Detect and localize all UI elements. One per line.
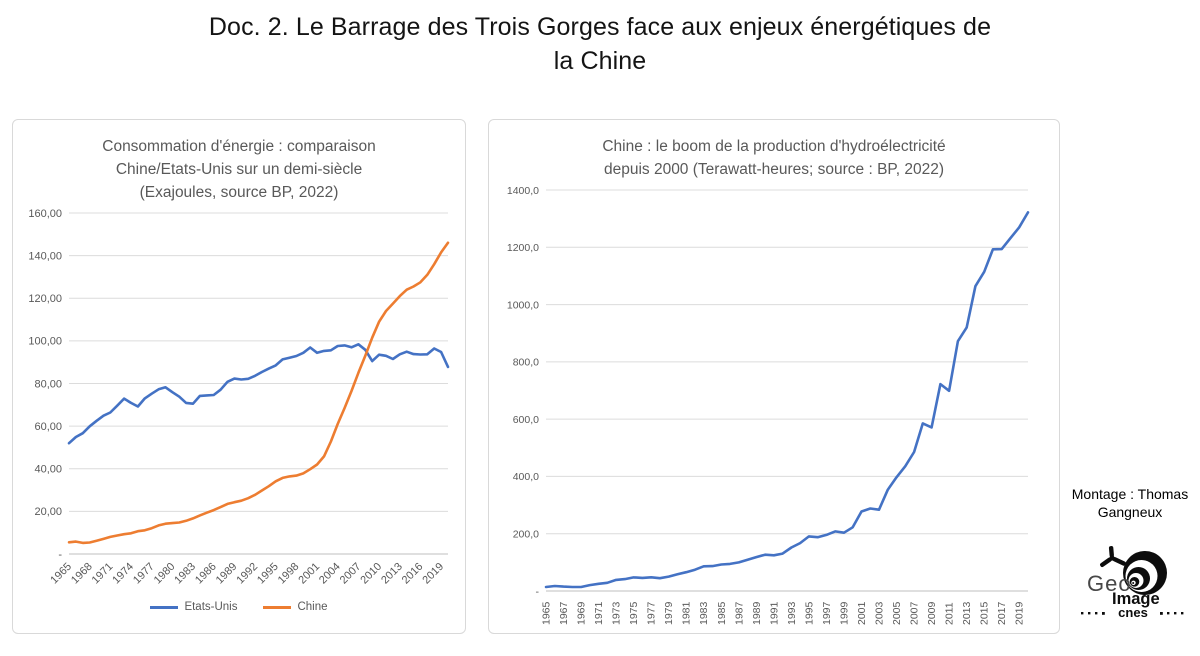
y-tick-label: 100,00 xyxy=(28,336,62,348)
x-tick-label: 2007 xyxy=(909,601,921,625)
x-tick-label: 2011 xyxy=(944,602,956,625)
x-tick-label: 2015 xyxy=(979,601,991,625)
x-tick-label: 2013 xyxy=(379,561,405,587)
x-tick-label: 2017 xyxy=(996,601,1008,625)
x-tick-label: 2005 xyxy=(891,601,903,625)
energy-chart-title: Consommation d'énergie : comparaison Chi… xyxy=(13,135,465,204)
energy-chart-title-line-2: Chine/Etats-Unis sur un demi-siècle xyxy=(115,161,363,178)
x-tick-label: 1985 xyxy=(716,601,728,625)
legend-item-etats-unis: Etats-Unis xyxy=(150,601,237,613)
page-title-line-1: Doc. 2. Le Barrage des Trois Gorges face… xyxy=(208,13,992,41)
satellite-icon xyxy=(1100,546,1126,568)
y-tick-label: 1200,0 xyxy=(507,242,539,254)
x-tick-label: 2001 xyxy=(856,601,868,625)
x-tick-label: 2010 xyxy=(358,561,384,587)
y-tick-label: 20,00 xyxy=(34,506,62,518)
x-tick-label: 1991 xyxy=(768,601,780,625)
logo-geo-text: Geo xyxy=(1087,571,1132,596)
y-tick-label: 120,00 xyxy=(28,293,62,305)
x-tick-label: 1977 xyxy=(131,561,157,587)
x-tick-label: 1986 xyxy=(193,561,219,587)
chine-line-swatch xyxy=(263,605,292,609)
energy-comparison-chart-panel: Consommation d'énergie : comparaison Chi… xyxy=(12,119,466,634)
x-tick-label: 1971 xyxy=(593,601,605,625)
x-tick-label: 1975 xyxy=(628,601,640,625)
logo-cnes-text: cnes xyxy=(1118,605,1148,620)
x-tick-label: 1980 xyxy=(152,561,178,587)
geoimage-cnes-logo: Geo Image cnes xyxy=(1081,546,1184,620)
hydro-production-chart-panel: Chine : le boom de la production d'hydro… xyxy=(488,119,1060,634)
y-tick-label: 60,00 xyxy=(34,421,62,433)
x-tick-label: 1967 xyxy=(558,601,570,625)
x-tick-label: 1965 xyxy=(48,561,74,587)
x-tick-label: 2001 xyxy=(296,561,322,587)
x-tick-label: 2009 xyxy=(926,601,938,625)
x-tick-label: 1998 xyxy=(276,561,302,587)
x-tick-label: 2003 xyxy=(874,601,886,625)
x-tick-label: 1974 xyxy=(110,561,136,587)
x-tick-label: 1983 xyxy=(698,601,710,625)
y-tick-label: 160,00 xyxy=(28,208,62,220)
logo-dots xyxy=(1081,612,1184,615)
x-tick-label: 1971 xyxy=(90,561,116,587)
energy-comparison-chart: - 20,00 40,00 60,00 80,00 100,00 120,00 140,00 1… xyxy=(28,208,450,587)
y-tick-label: - xyxy=(536,586,540,598)
y-tick-label: 800,0 xyxy=(513,357,539,369)
hydro-chart-title-line-1: Chine : le boom de la production d'hydro… xyxy=(602,138,946,155)
x-tick-label: 1965 xyxy=(541,601,553,625)
x-tick-label: 1995 xyxy=(803,601,815,625)
x-tick-label: 1977 xyxy=(646,601,658,625)
x-tick-label: 1979 xyxy=(663,601,675,625)
x-tick-label: 2016 xyxy=(400,561,426,587)
x-tick-label: 2004 xyxy=(317,561,343,587)
chine-legend-label: Chine xyxy=(297,601,328,613)
x-tick-label: 1997 xyxy=(821,601,833,625)
credit-line-2: Gangneux xyxy=(1097,504,1163,520)
x-tick-label: 1992 xyxy=(234,561,260,587)
y-tick-label: 80,00 xyxy=(34,378,62,390)
x-tick-label: 1969 xyxy=(576,601,588,625)
x-tick-label: 1989 xyxy=(751,601,763,625)
x-tick-label: 1993 xyxy=(786,601,798,625)
energy-chart-legend: Etats-Unis Chine xyxy=(13,601,465,613)
y-tick-label: 200,0 xyxy=(513,529,539,541)
page-title-line-2: la Chine xyxy=(553,47,647,75)
hydro-chart-title: Chine : le boom de la production d'hydro… xyxy=(489,135,1059,181)
x-tick-label: 1983 xyxy=(172,561,198,587)
y-tick-label: 400,0 xyxy=(513,471,539,483)
x-tick-label: 1973 xyxy=(611,601,623,625)
x-tick-label: 1968 xyxy=(69,561,95,587)
series-line-chine xyxy=(67,241,450,545)
series-line-production-hydro-lectrique-de-la-chine xyxy=(544,211,1030,589)
etats-unis-line-swatch xyxy=(150,605,179,609)
y-tick-label: 40,00 xyxy=(34,464,62,476)
x-tick-label: 1995 xyxy=(255,561,281,587)
energy-chart-title-line-3: (Exajoules, source BP, 2022) xyxy=(139,184,339,201)
x-tick-label: 2019 xyxy=(420,561,446,587)
legend-item-chine: Chine xyxy=(263,601,328,613)
x-tick-label: 1987 xyxy=(733,601,745,625)
series-line-etats-unis xyxy=(67,343,450,445)
x-tick-label: 1989 xyxy=(214,561,240,587)
x-tick-label: 2013 xyxy=(961,601,973,625)
globe-swirl-icon xyxy=(1123,551,1167,595)
logo-image-text: Image xyxy=(1112,590,1160,608)
x-tick-label: 1999 xyxy=(839,601,851,625)
hydro-chart-title-line-2: depuis 2000 (Terawatt-heures; source : B… xyxy=(603,161,945,178)
credit-line-1: Montage : Thomas xyxy=(1071,486,1189,502)
page-title: Doc. 2. Le Barrage des Trois Gorges face… xyxy=(0,10,1200,78)
x-tick-label: 2007 xyxy=(338,561,364,587)
credit-text: Montage : Thomas Gangneux xyxy=(1060,485,1200,521)
energy-chart-title-line-1: Consommation d'énergie : comparaison xyxy=(102,138,376,155)
hydro-production-chart: - 200,0 400,0 600,0 800,0 1000,0 1200,0 1400,0 1… xyxy=(507,185,1030,625)
y-tick-label: 600,0 xyxy=(513,414,539,426)
y-tick-label: - xyxy=(58,549,62,561)
etats-unis-legend-label: Etats-Unis xyxy=(184,601,238,613)
x-tick-label: 2019 xyxy=(1014,601,1026,625)
y-tick-label: 140,00 xyxy=(28,250,62,262)
y-tick-label: 1400,0 xyxy=(507,185,539,197)
y-tick-label: 1000,0 xyxy=(507,299,539,311)
x-tick-label: 1981 xyxy=(681,601,693,625)
